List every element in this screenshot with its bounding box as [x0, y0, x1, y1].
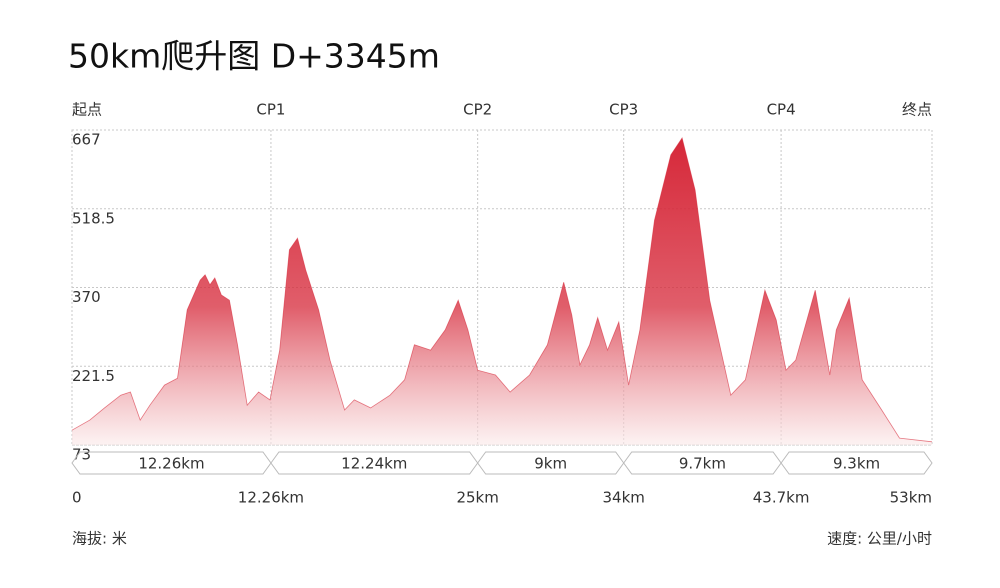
segment-label: 12.26km	[138, 455, 204, 473]
checkpoint-label: 起点	[72, 101, 102, 119]
x-tick-label: 12.26km	[238, 489, 304, 507]
checkpoint-label: CP1	[256, 101, 285, 119]
x-tick-label: 0	[72, 489, 82, 507]
checkpoint-label: CP2	[463, 101, 492, 119]
chart-title: 50km爬升图 D+3345m	[68, 37, 440, 76]
y-tick-label: 370	[72, 288, 101, 306]
x-tick-label: 53km	[890, 489, 932, 507]
segment-label: 9km	[534, 455, 567, 473]
area-fill	[72, 138, 932, 445]
x-tick-label: 43.7km	[753, 489, 810, 507]
y-axis-note: 海拔: 米	[72, 530, 127, 548]
checkpoint-label: CP4	[767, 101, 796, 119]
x-tick-label: 25km	[456, 489, 498, 507]
speed-note: 速度: 公里/小时	[827, 530, 932, 548]
segment-label: 9.7km	[679, 455, 726, 473]
segment-label: 12.24km	[341, 455, 407, 473]
checkpoint-label: 终点	[902, 101, 932, 119]
x-tick-label: 34km	[603, 489, 645, 507]
y-tick-label: 667	[72, 131, 101, 149]
y-tick-label: 221.5	[72, 367, 115, 385]
y-tick-label: 518.5	[72, 209, 115, 227]
y-tick-label: 73	[72, 446, 91, 464]
segment-label: 9.3km	[833, 455, 880, 473]
elevation-line	[71, 137, 933, 443]
checkpoint-label: CP3	[609, 101, 638, 119]
segment-arrow	[780, 451, 933, 475]
